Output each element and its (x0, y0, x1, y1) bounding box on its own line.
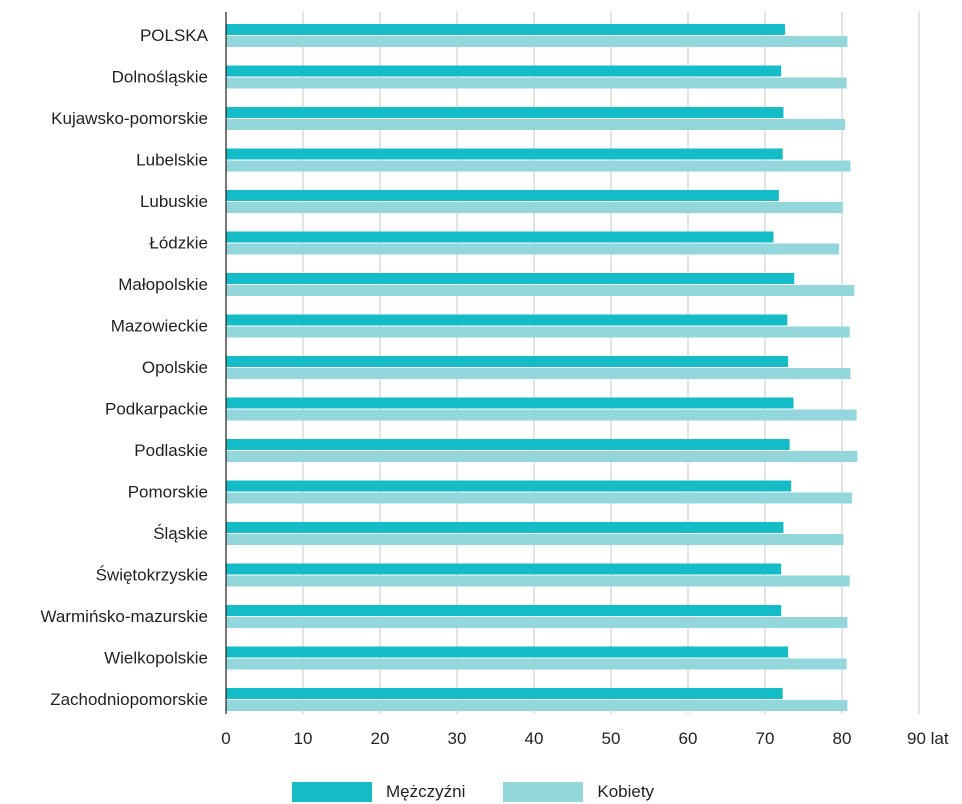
category-label-12: Śląskie (153, 524, 208, 543)
category-label-15: Wielkopolskie (104, 649, 208, 668)
bar-women-10 (226, 451, 858, 462)
bar-women-3 (226, 160, 851, 172)
category-label-4: Lubuskie (140, 192, 208, 211)
bar-men-5 (226, 231, 774, 243)
bar-women-11 (226, 492, 853, 504)
bar-men-1 (226, 65, 782, 77)
legend-label-women: Kobiety (597, 782, 655, 801)
x-tick-label-0: 0 (221, 729, 230, 748)
legend-item-women: Kobiety (503, 782, 654, 802)
category-label-7: Mazowieckie (111, 317, 208, 336)
legend-swatch-men (292, 782, 372, 802)
bar-men-2 (226, 107, 784, 118)
x-tick-label-30: 30 (448, 729, 467, 748)
bar-women-2 (226, 119, 846, 130)
bar-men-4 (226, 190, 779, 201)
x-tick-label-70: 70 (756, 729, 775, 748)
bar-women-5 (226, 243, 839, 255)
bar-women-4 (226, 202, 843, 213)
bar-women-8 (226, 368, 851, 379)
bar-women-1 (226, 77, 847, 89)
category-label-13: Świętokrzyskie (96, 566, 208, 585)
bar-women-7 (226, 326, 850, 338)
bar-women-15 (226, 658, 847, 670)
x-tick-label-80: 80 (833, 729, 852, 748)
category-label-11: Pomorskie (128, 483, 208, 502)
bar-men-10 (226, 439, 790, 450)
bar-women-14 (226, 617, 848, 628)
category-label-0: POLSKA (140, 26, 209, 45)
bar-men-13 (226, 563, 782, 575)
bar-women-13 (226, 575, 850, 587)
bar-women-16 (226, 700, 848, 711)
legend-item-men: Mężczyźni (292, 782, 465, 802)
legend-swatch-women (503, 782, 584, 802)
category-label-3: Lubelskie (136, 151, 208, 170)
bar-men-8 (226, 356, 789, 367)
x-tick-label-60: 60 (679, 729, 698, 748)
bar-men-3 (226, 148, 783, 160)
category-label-5: Łódzkie (149, 234, 208, 253)
x-tick-label-20: 20 (371, 729, 390, 748)
bar-men-14 (226, 605, 782, 616)
category-labels: POLSKA Dolnośląskie Kujawsko-pomorskie Lube… (40, 26, 208, 709)
category-label-9: Podkarpackie (105, 400, 208, 419)
x-tick-labels: 0 10 20 30 40 50 60 70 80 90 lat (221, 729, 949, 748)
x-tick-label-50: 50 (602, 729, 621, 748)
x-tick-label-40: 40 (525, 729, 544, 748)
bar-men-6 (226, 273, 795, 284)
bar-men-15 (226, 646, 789, 658)
legend-label-men: Mężczyźni (386, 782, 466, 801)
bar-women-0 (226, 36, 848, 47)
bar-men-0 (226, 24, 786, 35)
x-tick-label-90: 90 lat (907, 729, 949, 748)
bar-men-16 (226, 688, 783, 699)
bar-men-12 (226, 522, 784, 533)
x-tick-label-10: 10 (294, 729, 313, 748)
category-label-16: Zachodniopomorskie (50, 690, 208, 709)
bar-men-7 (226, 314, 788, 326)
bar-women-12 (226, 534, 844, 545)
category-label-1: Dolnośląskie (112, 68, 208, 87)
category-label-6: Małopolskie (118, 275, 208, 294)
bar-men-9 (226, 397, 794, 409)
legend: Mężczyźni Kobiety (292, 780, 692, 804)
category-label-14: Warmińsko-mazurskie (40, 607, 208, 626)
category-label-2: Kujawsko-pomorskie (51, 109, 208, 128)
category-label-10: Podlaskie (134, 441, 208, 460)
chart-area: POLSKA Dolnośląskie Kujawsko-pomorskie Lube… (40, 12, 949, 748)
bar-women-9 (226, 409, 857, 421)
bars (226, 24, 858, 711)
bar-women-6 (226, 285, 855, 296)
category-label-8: Opolskie (142, 358, 208, 377)
bar-men-11 (226, 480, 792, 492)
